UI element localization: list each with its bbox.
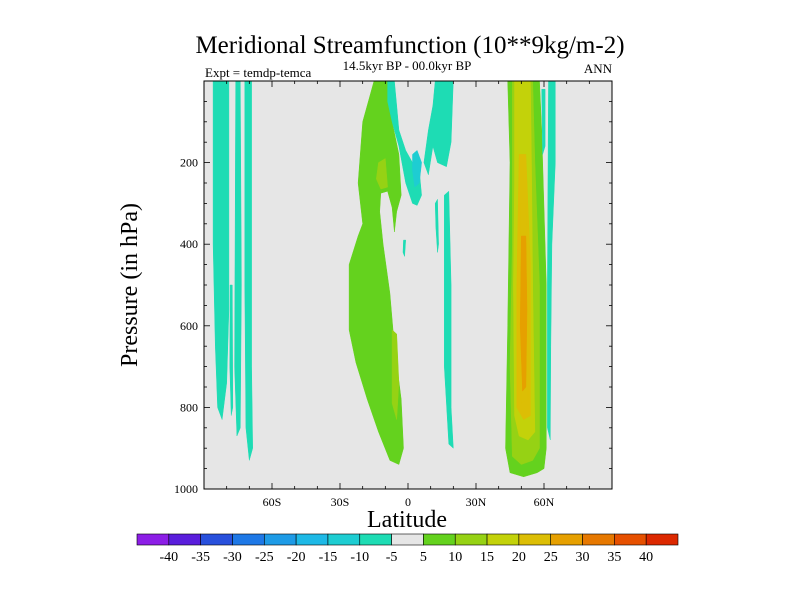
colorbar-swatch — [486, 533, 520, 546]
colorbar-swatch — [454, 533, 488, 546]
chart-title: Meridional Streamfunction (10**9kg/m-2) — [195, 32, 624, 59]
y-axis-label: Pressure (in hPa) — [117, 203, 143, 367]
y-tick-label: 800 — [180, 400, 198, 414]
colorbar-swatch — [359, 533, 392, 546]
colorbar: -40 -35 -30 -25 -20 -15 -10 -5 5 10 15 20 25 30 35 40 — [136, 533, 679, 565]
season-label: ANN — [584, 61, 613, 76]
contour-tropical-south-positive — [348, 80, 404, 465]
colorbar-label: -40 — [159, 550, 178, 565]
colorbar-swatch — [200, 533, 233, 546]
colorbar-swatch — [645, 533, 679, 546]
colorbar-swatch — [423, 533, 456, 546]
colorbar-swatch — [136, 533, 170, 546]
contour-northern-sinking-core — [519, 235, 528, 392]
y-tick-label: 200 — [180, 156, 198, 170]
colorbar-label: -35 — [191, 550, 210, 565]
contour-equatorial-negative-lower — [402, 239, 406, 257]
colorbar-swatch — [614, 533, 647, 546]
colorbar-label: -20 — [287, 550, 306, 565]
contour-southern-ocean-west-cell — [212, 80, 230, 420]
contour-tropical-north-negative-3 — [434, 198, 439, 253]
colorbar-swatch — [263, 533, 297, 546]
colorbar-label: -25 — [255, 550, 274, 565]
colorbar-swatch — [232, 533, 265, 546]
contour-north-flank-small — [541, 88, 546, 155]
colorbar-label: 25 — [544, 550, 558, 565]
colorbar-label: 20 — [512, 550, 526, 565]
x-tick-label: 60N — [534, 495, 555, 509]
colorbar-label: -30 — [223, 550, 242, 565]
x-tick-label: 0 — [405, 495, 411, 509]
contour-tropical-north-negative-1 — [423, 80, 454, 176]
colorbar-swatch — [327, 533, 361, 546]
contour-tropical-south-core — [376, 158, 388, 190]
x-tick-label: 30S — [331, 495, 350, 509]
y-tick-label: 400 — [180, 237, 198, 251]
colorbar-label: -5 — [386, 550, 398, 565]
colorbar-label: 15 — [480, 550, 494, 565]
y-tick-label: 1000 — [174, 482, 198, 496]
colorbar-label: 30 — [576, 550, 590, 565]
colorbar-label: -10 — [350, 550, 369, 565]
colorbar-label: 5 — [420, 550, 427, 565]
contour-southern-ocean-east-cell — [244, 80, 253, 461]
colorbar-swatch — [295, 533, 329, 546]
colorbar-label: 40 — [639, 550, 653, 565]
colorbar-swatch — [518, 533, 552, 546]
contour-southern-ocean-mid-cell — [234, 80, 242, 437]
contour-tropical-north-negative-2 — [444, 190, 454, 449]
contour-tropical-south-lower-core — [391, 329, 400, 420]
y-tick-label: 600 — [180, 319, 198, 333]
chart-subtitle: 14.5kyr BP - 00.0kyr BP — [343, 58, 472, 73]
colorbar-label: 35 — [607, 550, 621, 565]
colorbar-swatch — [391, 533, 424, 546]
colorbar-swatch — [550, 533, 583, 546]
colorbar-label: -15 — [319, 550, 338, 565]
contour-southern-ocean-small-cell — [229, 284, 234, 416]
experiment-label: Expt = temdp-temca — [205, 65, 311, 80]
x-tick-label: 30N — [466, 495, 487, 509]
colorbar-label: 10 — [448, 550, 462, 565]
x-axis-label: Latitude — [367, 507, 447, 533]
plot-area: 60S 30S 0 30N 60N 200 400 600 800 1000 — [174, 80, 613, 509]
colorbar-swatch — [168, 533, 201, 546]
contour-north-flank-negative — [547, 80, 556, 441]
colorbar-swatch — [582, 533, 615, 546]
x-tick-label: 60S — [263, 495, 282, 509]
contour-equatorial-negative-core — [412, 149, 422, 188]
